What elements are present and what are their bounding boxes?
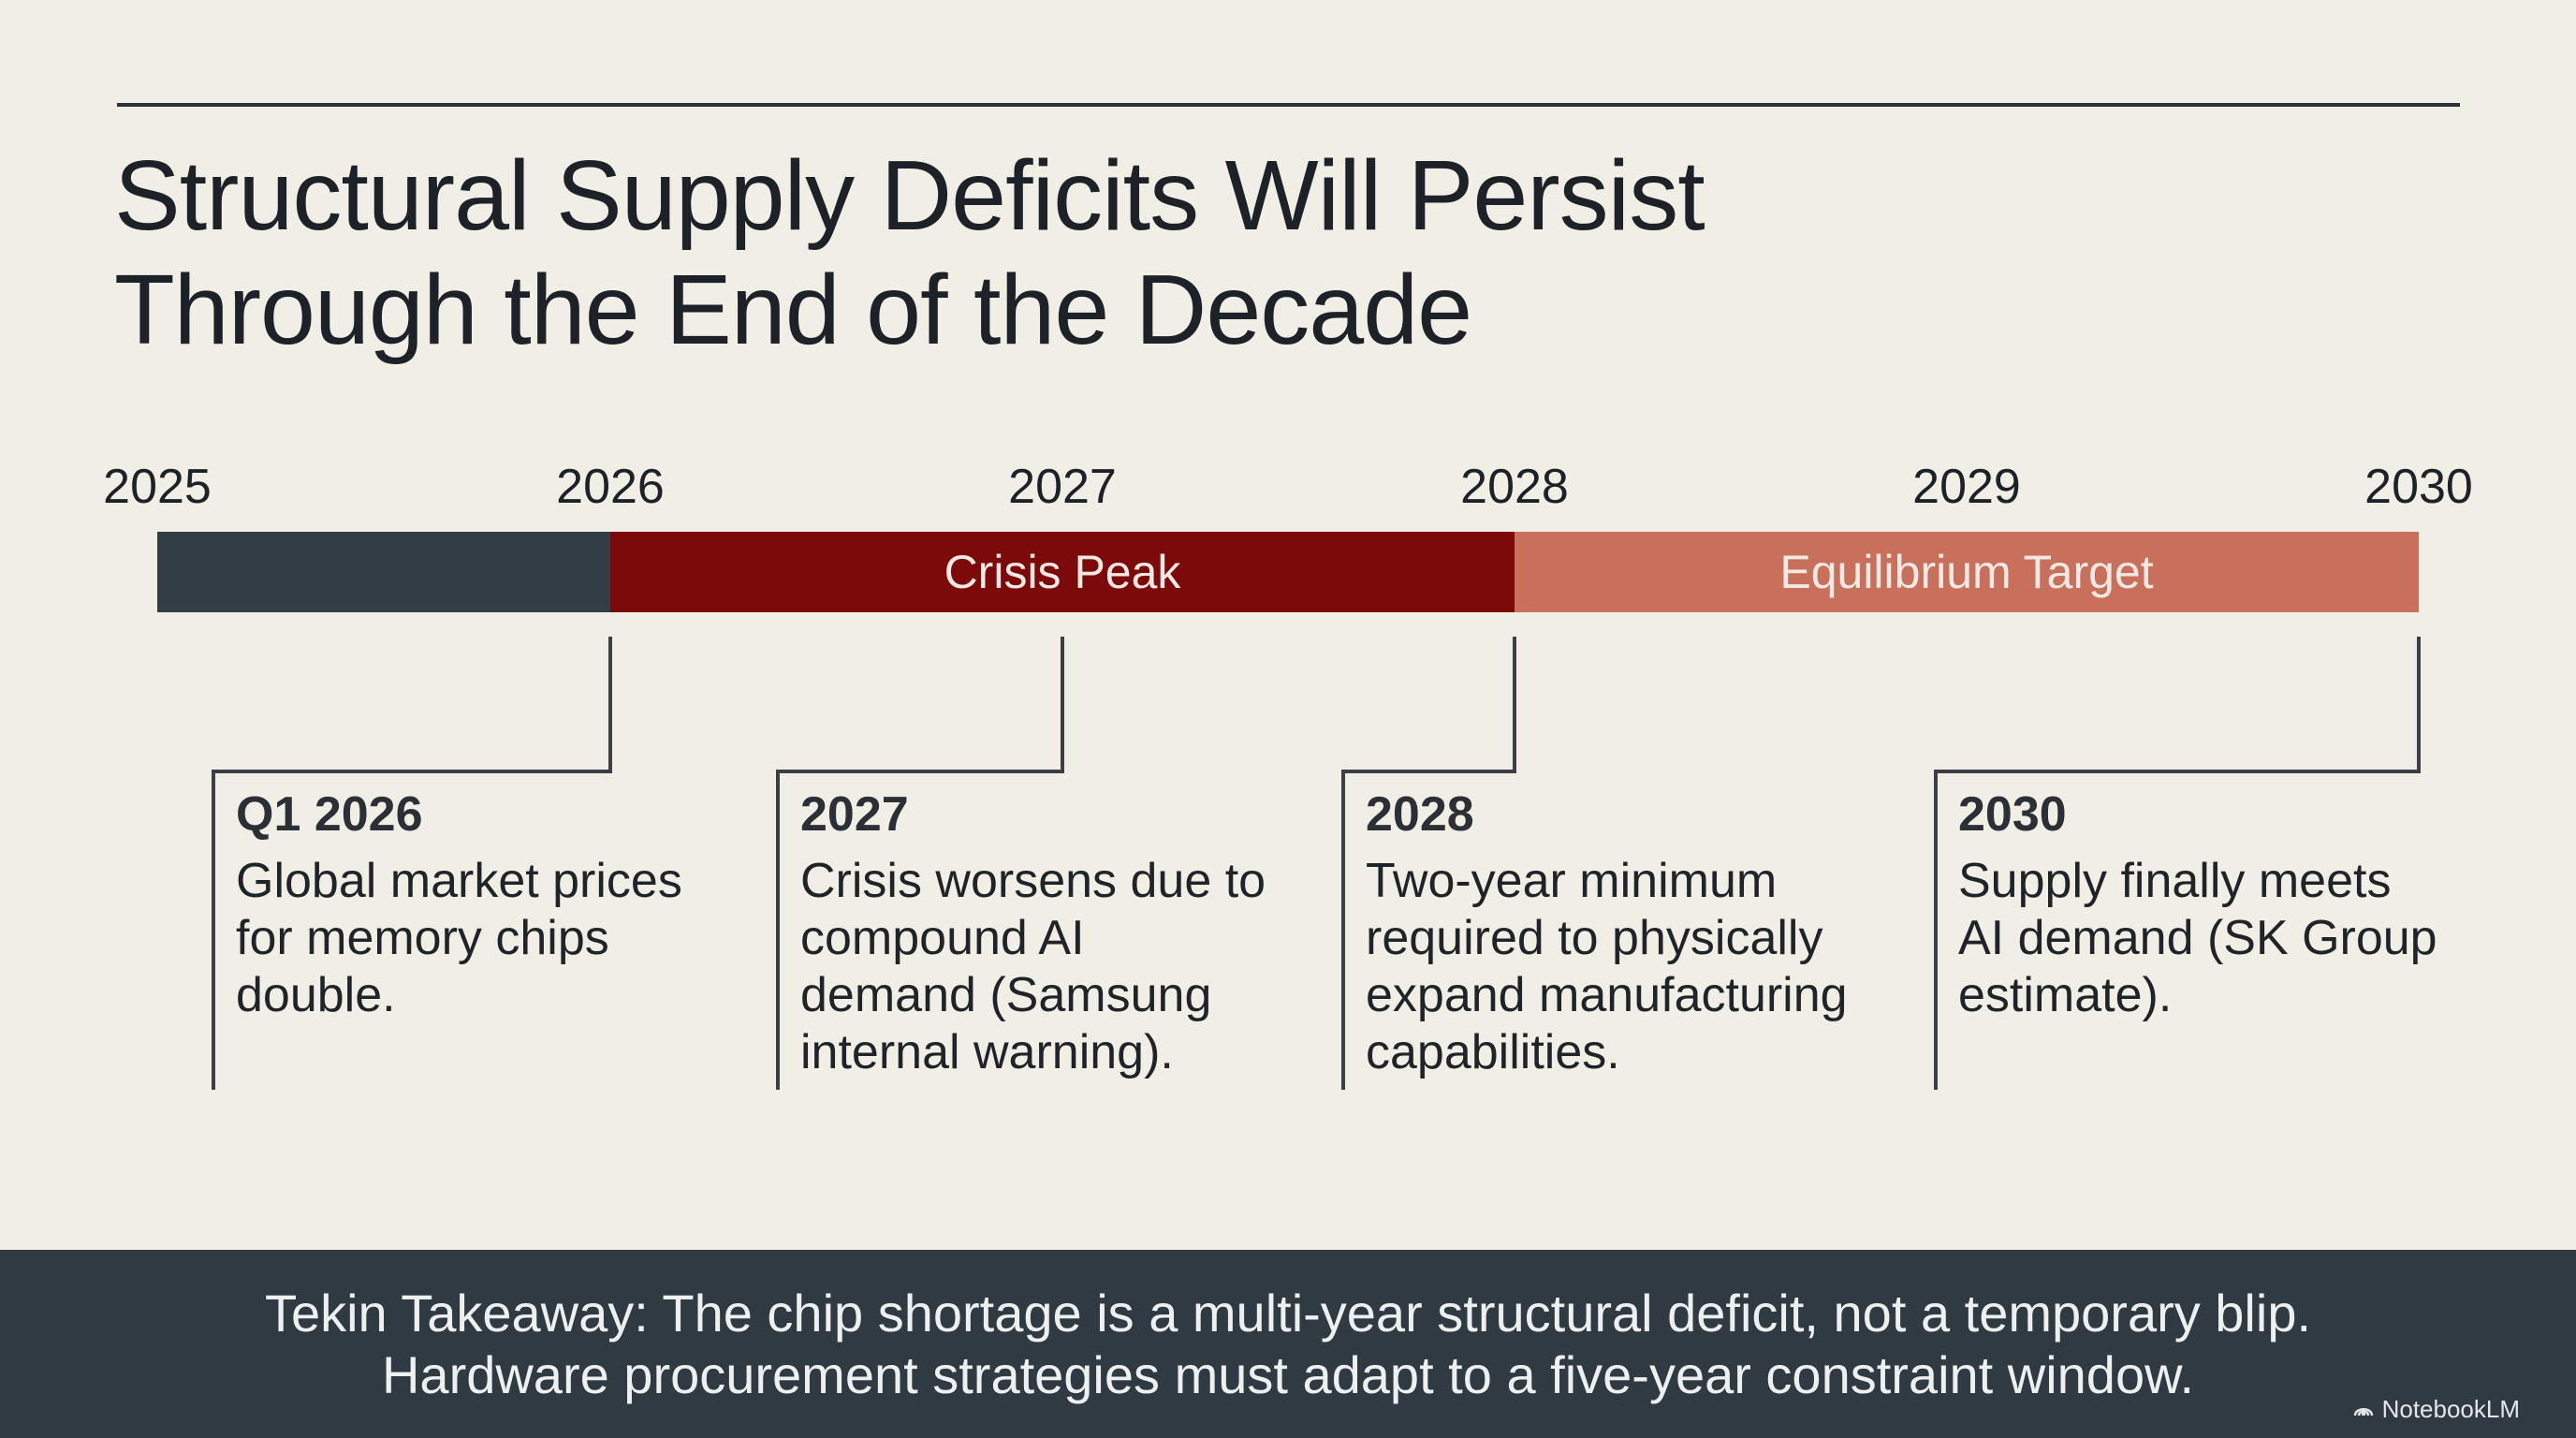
notebooklm-logo-icon [2353, 1407, 2373, 1416]
connector-2028-side [1341, 770, 1345, 1090]
event-title: 2027 [800, 787, 909, 842]
event-title: Q1 2026 [236, 787, 423, 842]
takeaway-banner [0, 1250, 2576, 1438]
event-title: 2028 [1366, 787, 1474, 842]
year-label-2029: 2029 [1912, 460, 2021, 514]
event-description: Two-year minimum required to physically … [1366, 854, 1848, 1079]
event-2027: 2027 Crisis worsens due to compound AI d… [800, 786, 1268, 1081]
connector-2030-horizontal [1934, 770, 2421, 773]
phase-bar-baseline [157, 532, 610, 612]
connector-q1-2026-horizontal [212, 770, 612, 773]
year-label-2026: 2026 [556, 460, 665, 514]
event-description: Crisis worsens due to compound AI demand… [800, 854, 1266, 1079]
year-label-2025: 2025 [103, 460, 212, 514]
connector-2030-vertical [2417, 637, 2421, 773]
page-title: Structural Supply Deficits Will Persist … [114, 139, 2361, 367]
connector-2027-side [776, 770, 780, 1090]
event-description: Global market prices for memory chips do… [236, 854, 682, 1022]
connector-2028-horizontal [1341, 770, 1516, 773]
brand-label: NotebookLM [2381, 1395, 2520, 1423]
connector-q1-2026-side [212, 770, 215, 1090]
title-line-1: Structural Supply Deficits Will Persist [114, 140, 1705, 251]
event-title: 2030 [1958, 787, 2067, 842]
connector-2027-horizontal [776, 770, 1064, 773]
year-label-2027: 2027 [1008, 460, 1117, 514]
connector-2027-vertical [1061, 637, 1064, 773]
takeaway-line-2: Hardware procurement strategies must ada… [381, 1345, 2195, 1404]
event-description: Supply finally meets AI demand (SK Group… [1958, 854, 2437, 1022]
title-line-2: Through the End of the Decade [114, 255, 1472, 365]
top-divider [117, 103, 2460, 107]
year-label-2030: 2030 [2364, 460, 2473, 514]
event-q1-2026: Q1 2026 Global market prices for memory … [236, 786, 741, 1024]
connector-2030-side [1934, 770, 1938, 1090]
event-2028: 2028 Two-year minimum required to physic… [1366, 786, 1909, 1081]
event-2030: 2030 Supply finally meets AI demand (SK … [1958, 786, 2445, 1024]
connector-2028-vertical [1513, 637, 1516, 773]
brand-watermark: NotebookLM [2352, 1395, 2520, 1424]
year-label-2028: 2028 [1460, 460, 1569, 514]
phase-bar-crisis-peak: Crisis Peak [610, 532, 1515, 612]
takeaway-line-1: Tekin Takeaway: The chip shortage is a m… [264, 1284, 2312, 1343]
phase-bar-equilibrium-target: Equilibrium Target [1515, 532, 2419, 612]
connector-q1-2026-vertical [608, 637, 612, 773]
takeaway-text: Tekin Takeaway: The chip shortage is a m… [0, 1283, 2576, 1406]
